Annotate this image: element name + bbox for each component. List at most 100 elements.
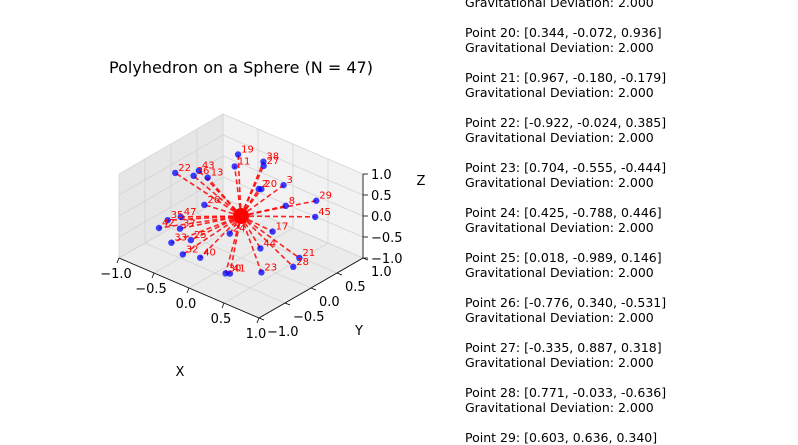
point-label: 41 [233, 264, 246, 275]
info-line: Point 20: [0.344, -0.072, 0.936] [465, 25, 662, 40]
point-label: 11 [238, 156, 251, 167]
connection-line [158, 215, 242, 229]
point-label: 27 [267, 156, 280, 167]
chart-title: Polyhedron on a Sphere (N = 47) [109, 58, 373, 77]
data-point [313, 197, 320, 204]
data-point [260, 158, 267, 165]
x-tick-mark [151, 272, 155, 279]
point-label: 13 [211, 168, 224, 179]
info-line: Point 21: [0.967, -0.180, -0.179] [465, 70, 667, 85]
data-point [172, 169, 179, 177]
data-point [197, 254, 204, 261]
connection-line [171, 215, 242, 244]
data-point [226, 270, 234, 277]
connection-line [240, 215, 294, 268]
info-line: Gravitational Deviation: 2.000 [465, 400, 654, 415]
info-line: Gravitational Deviation: 2.000 [465, 220, 654, 235]
data-point [258, 269, 265, 276]
gridline-backx-z [118, 113, 224, 175]
data-point [312, 213, 319, 221]
z-tick-label: 0.0 [371, 210, 392, 225]
data-point [195, 167, 203, 174]
y-tick-label: 0.5 [345, 280, 366, 295]
z-tick-label: 1.0 [371, 168, 392, 183]
connection-line [240, 188, 260, 217]
point-label: 44 [263, 238, 276, 249]
point-label: 21 [302, 248, 315, 259]
point-label: 26 [207, 195, 220, 206]
data-point [187, 236, 195, 244]
axes-frame: −1.0−1.0−1.0−0.5−0.5−0.50.0 0.00.00.50.50… [100, 168, 402, 342]
connection-line [240, 215, 300, 259]
gridline-backx-z [118, 155, 224, 217]
x-tick-label: 1.0 [246, 327, 267, 342]
y-tick-mark [362, 257, 369, 261]
connection-line [240, 188, 262, 217]
connection-line [204, 204, 242, 217]
info-line: Gravitational Deviation: 2.000 [465, 40, 654, 55]
y-tick-mark [258, 317, 265, 321]
info-line: Gravitational Deviation: 2.000 [465, 265, 654, 280]
z-tick-label: 0.5 [371, 189, 392, 204]
y-tick-mark [336, 272, 343, 276]
info-line: Point 26: [-0.776, 0.340, -0.531] [465, 295, 667, 310]
point-label: 45 [318, 207, 331, 218]
y-tick-mark [284, 302, 291, 306]
connection-line [182, 215, 242, 256]
y-axis-label: Y [354, 324, 363, 339]
point-label: 20 [264, 179, 277, 190]
point-label: 36 [197, 166, 210, 177]
data-point [258, 185, 265, 193]
point-label: 8 [289, 196, 295, 207]
gridline-backx-z [118, 134, 224, 196]
x-tick-label: −0.5 [135, 282, 167, 297]
point-label: 19 [241, 145, 254, 156]
data-point [201, 201, 208, 209]
point-label: 29 [319, 191, 332, 202]
connection-line [199, 215, 242, 259]
connection-line [240, 215, 316, 218]
connection-line [240, 215, 262, 249]
info-line: Gravitational Deviation: 2.000 [465, 175, 654, 190]
data-point [234, 151, 242, 158]
x-tick-label: 0.0 [176, 297, 197, 312]
info-line: Gravitational Deviation: 2.000 [465, 0, 654, 10]
info-line: Gravitational Deviation: 2.000 [465, 130, 654, 145]
connection-line [240, 215, 263, 273]
point-label: 22 [178, 163, 191, 174]
point-label: 2 [262, 179, 268, 190]
z-tick-label: −1.0 [371, 252, 403, 267]
connection-line [174, 172, 242, 217]
point-label: 23 [264, 262, 277, 273]
info-line: Point 23: [0.704, -0.555, -0.444] [465, 160, 667, 175]
info-line: Point 25: [0.018, -0.989, 0.146] [465, 250, 662, 265]
point-label: 25 [194, 230, 207, 241]
connection-line [240, 161, 265, 217]
data-points [155, 151, 320, 277]
gridline-backy-z [222, 113, 364, 175]
data-point [155, 224, 163, 232]
point-label: 35 [171, 210, 184, 221]
gridline-backy-z [222, 155, 364, 217]
point-label: 38 [266, 152, 279, 163]
point-label: 37 [183, 219, 196, 230]
data-point [204, 174, 211, 181]
data-point [226, 230, 233, 237]
point-label: 43 [202, 161, 215, 172]
point-label: 33 [174, 233, 187, 244]
centre-marker [233, 208, 249, 224]
point-label: 40 [203, 248, 216, 259]
point-label: 32 [186, 244, 199, 255]
data-point [164, 217, 171, 224]
point-labels: 2 381113171920212223242526272829303233353… [162, 145, 332, 275]
gridline-floor-y [196, 212, 338, 274]
connection-line [240, 215, 273, 233]
connection-line [229, 215, 242, 274]
data-point [257, 245, 264, 252]
data-point [176, 225, 184, 232]
data-point [282, 202, 289, 209]
y-tick-label: 1.0 [371, 265, 392, 280]
x-tick-mark [221, 302, 225, 309]
info-line: Point 24: [0.425, -0.788, 0.446] [465, 205, 662, 220]
